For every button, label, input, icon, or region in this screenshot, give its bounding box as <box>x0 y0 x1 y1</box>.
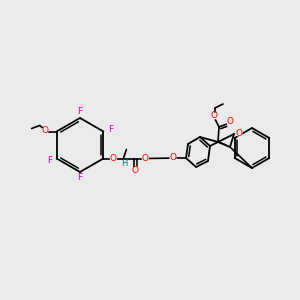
Text: O: O <box>110 154 117 163</box>
Text: O: O <box>42 126 49 135</box>
Text: F: F <box>77 107 83 116</box>
Text: F: F <box>47 156 52 165</box>
Circle shape <box>236 130 242 136</box>
Text: O: O <box>169 154 176 163</box>
Circle shape <box>133 168 138 173</box>
Circle shape <box>47 158 52 164</box>
Circle shape <box>122 161 127 166</box>
Circle shape <box>211 113 217 119</box>
Text: O: O <box>236 128 242 137</box>
Text: F: F <box>77 173 83 182</box>
Text: H: H <box>121 159 127 168</box>
Circle shape <box>107 127 113 132</box>
Text: O: O <box>211 112 218 121</box>
Circle shape <box>142 156 148 161</box>
Text: O: O <box>142 154 149 163</box>
Circle shape <box>77 175 83 181</box>
Text: F: F <box>108 125 113 134</box>
Circle shape <box>110 156 116 161</box>
Circle shape <box>42 128 48 134</box>
Circle shape <box>77 109 83 115</box>
Circle shape <box>227 119 233 125</box>
Text: O: O <box>132 166 139 175</box>
Circle shape <box>170 155 176 161</box>
Text: O: O <box>226 118 233 127</box>
